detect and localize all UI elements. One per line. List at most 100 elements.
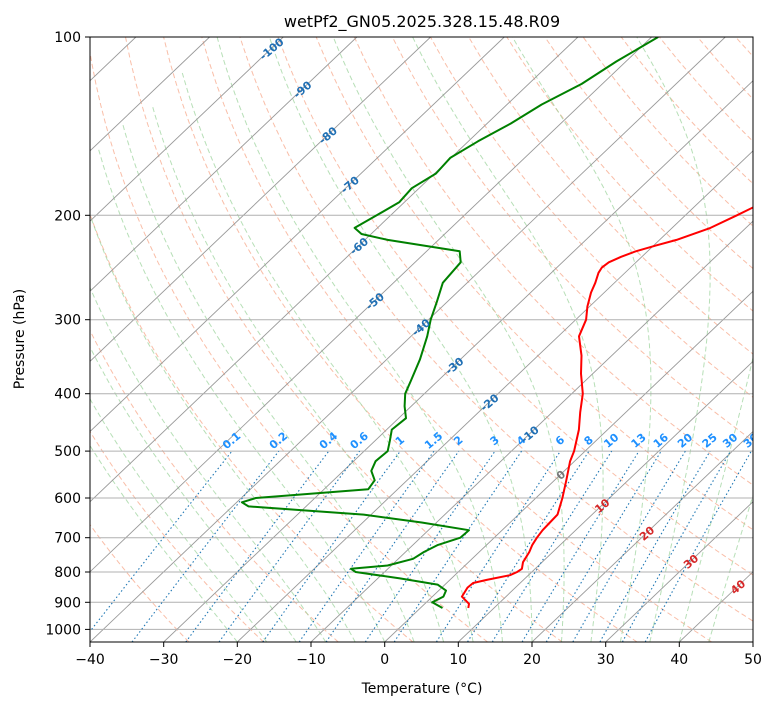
x-tick-label: −20 bbox=[223, 652, 253, 668]
moist-adiabat-label: -80 bbox=[316, 124, 340, 147]
moist-adiabat-label: -60 bbox=[347, 235, 371, 258]
isotherm-line bbox=[90, 37, 210, 152]
dry-adiabat-line bbox=[697, 37, 753, 100]
dry-adiabat-line bbox=[620, 37, 753, 185]
dry-adiabat-line bbox=[582, 37, 753, 227]
moist-adiabat-label: -50 bbox=[363, 290, 387, 313]
y-axis-title: Pressure (hPa) bbox=[12, 289, 28, 389]
plot-frame bbox=[89, 36, 754, 643]
x-tick-label: 50 bbox=[744, 652, 762, 668]
isotherm-line bbox=[90, 37, 726, 642]
mixing-ratio-line bbox=[435, 450, 561, 642]
temperature-line bbox=[460, 206, 753, 609]
isotherm-line bbox=[310, 220, 753, 642]
isotherm-line bbox=[90, 37, 431, 362]
isotherm-line bbox=[605, 501, 753, 642]
moist-adiabat-line bbox=[511, 37, 652, 642]
mixing-ratio-label: 1.5 bbox=[422, 429, 445, 451]
mixing-ratio-label: 0.6 bbox=[348, 429, 372, 452]
mixing-ratio-label: 6 bbox=[553, 433, 567, 448]
mixing-ratio-line bbox=[262, 450, 401, 642]
dry-adiabat-line bbox=[90, 212, 414, 642]
y-tick-label: 400 bbox=[54, 387, 81, 403]
y-tick-label: 500 bbox=[54, 444, 81, 460]
x-tick-label: −10 bbox=[296, 652, 326, 668]
moist-adiabat-line bbox=[90, 213, 356, 642]
isotherm-line bbox=[531, 430, 753, 642]
mixing-ratio-label: 2 bbox=[451, 433, 465, 448]
x-tick-label: 0 bbox=[380, 652, 389, 668]
moist-adiabat-line bbox=[90, 397, 268, 642]
moist-adiabat-line bbox=[332, 37, 565, 642]
mixing-ratio-line bbox=[644, 450, 752, 642]
y-tick-label: 100 bbox=[54, 30, 81, 46]
isotherm-line bbox=[752, 641, 753, 642]
mixing-ratio-line bbox=[218, 450, 361, 642]
mixing-ratio-line bbox=[90, 450, 233, 633]
mixing-ratio-line bbox=[325, 450, 460, 642]
moist-adiabat-line bbox=[412, 37, 604, 642]
moist-adiabat-line bbox=[636, 37, 711, 642]
mixing-ratio-label: 13 bbox=[629, 431, 649, 451]
moist-adiabat-line bbox=[122, 123, 415, 642]
dry-adiabat-line bbox=[163, 37, 638, 642]
mixing-ratio-label: 16 bbox=[651, 431, 671, 451]
moist-adiabat-line bbox=[708, 493, 753, 642]
mixing-ratio-line bbox=[364, 450, 496, 642]
dry-adiabat-line bbox=[90, 430, 264, 642]
isotherm-line bbox=[90, 37, 358, 292]
mixing-ratio-label: 3 bbox=[488, 433, 502, 448]
chart-title: wetPf2_GN05.2025.328.15.48.R09 bbox=[284, 12, 560, 32]
y-tick-label: 300 bbox=[54, 313, 81, 329]
mixing-ratio-line bbox=[521, 450, 640, 642]
moist-adiabat-line bbox=[90, 346, 297, 642]
mixing-ratio-label: 0.2 bbox=[267, 429, 290, 451]
axes: −40 −30 −20 −10 0 10 20 30 40 50 1000 900 800 700 600 5… bbox=[45, 30, 762, 668]
isotherm-line bbox=[457, 360, 753, 642]
background-lines bbox=[90, 37, 753, 642]
isotherm-line bbox=[384, 290, 753, 642]
dewpoint-line bbox=[240, 37, 659, 609]
data-lines bbox=[240, 37, 753, 609]
dry-adiabat-line bbox=[468, 37, 753, 355]
y-tick-label: 800 bbox=[54, 565, 81, 581]
mixing-ratio-line bbox=[393, 450, 523, 642]
x-tick-label: 10 bbox=[449, 652, 467, 668]
moist-adiabat-label: -20 bbox=[478, 391, 502, 414]
mixing-ratio-label: 0.4 bbox=[317, 429, 341, 452]
y-tick-label: 200 bbox=[54, 208, 81, 224]
dry-adiabat-line bbox=[90, 329, 339, 642]
moist-adiabat-line bbox=[268, 37, 533, 642]
dry-adiabat-line bbox=[353, 37, 753, 486]
mixing-ratio-label: 1 bbox=[393, 433, 407, 448]
isotherm-line bbox=[678, 571, 753, 642]
moist-adiabat-line bbox=[90, 286, 327, 642]
y-tick-label: 1000 bbox=[45, 622, 81, 638]
dry-adiabat-label: 40 bbox=[728, 577, 748, 597]
moist-adiabat-line bbox=[90, 444, 238, 642]
dry-adiabat-line bbox=[239, 37, 753, 622]
mixing-ratio-line bbox=[467, 450, 590, 642]
isotherm-line bbox=[90, 37, 284, 222]
mixing-ratio-label: 0.1 bbox=[220, 429, 243, 451]
x-tick-label: −30 bbox=[149, 652, 179, 668]
dry-adiabat-line bbox=[315, 37, 753, 531]
x-tick-label: 30 bbox=[597, 652, 615, 668]
moist-adiabat-line bbox=[216, 37, 503, 642]
isotherm-line bbox=[236, 150, 753, 642]
x-tick-label: 20 bbox=[523, 652, 541, 668]
dry-adiabat-label: 20 bbox=[637, 523, 657, 543]
moist-adiabat-line bbox=[181, 72, 474, 642]
y-tick-label: 600 bbox=[54, 491, 81, 507]
isotherm-line bbox=[90, 37, 652, 573]
dry-adiabat-line bbox=[125, 37, 563, 642]
moist-adiabat-line bbox=[151, 104, 445, 642]
moist-adiabat-line bbox=[678, 355, 753, 642]
dry-adiabat-line bbox=[201, 37, 712, 642]
isotherm-line bbox=[90, 37, 505, 433]
x-tick-label: 40 bbox=[670, 652, 688, 668]
dry-adiabat-label: 10 bbox=[592, 496, 612, 516]
mixing-ratio-line bbox=[491, 450, 613, 642]
